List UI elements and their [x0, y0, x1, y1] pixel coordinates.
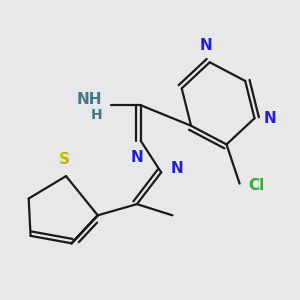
Text: N: N	[170, 161, 183, 176]
Text: N: N	[264, 111, 277, 126]
Text: NH: NH	[77, 92, 103, 107]
Text: Cl: Cl	[248, 178, 264, 193]
Text: H: H	[91, 107, 103, 122]
Text: N: N	[130, 150, 143, 165]
Text: S: S	[58, 152, 70, 167]
Text: N: N	[200, 38, 212, 53]
